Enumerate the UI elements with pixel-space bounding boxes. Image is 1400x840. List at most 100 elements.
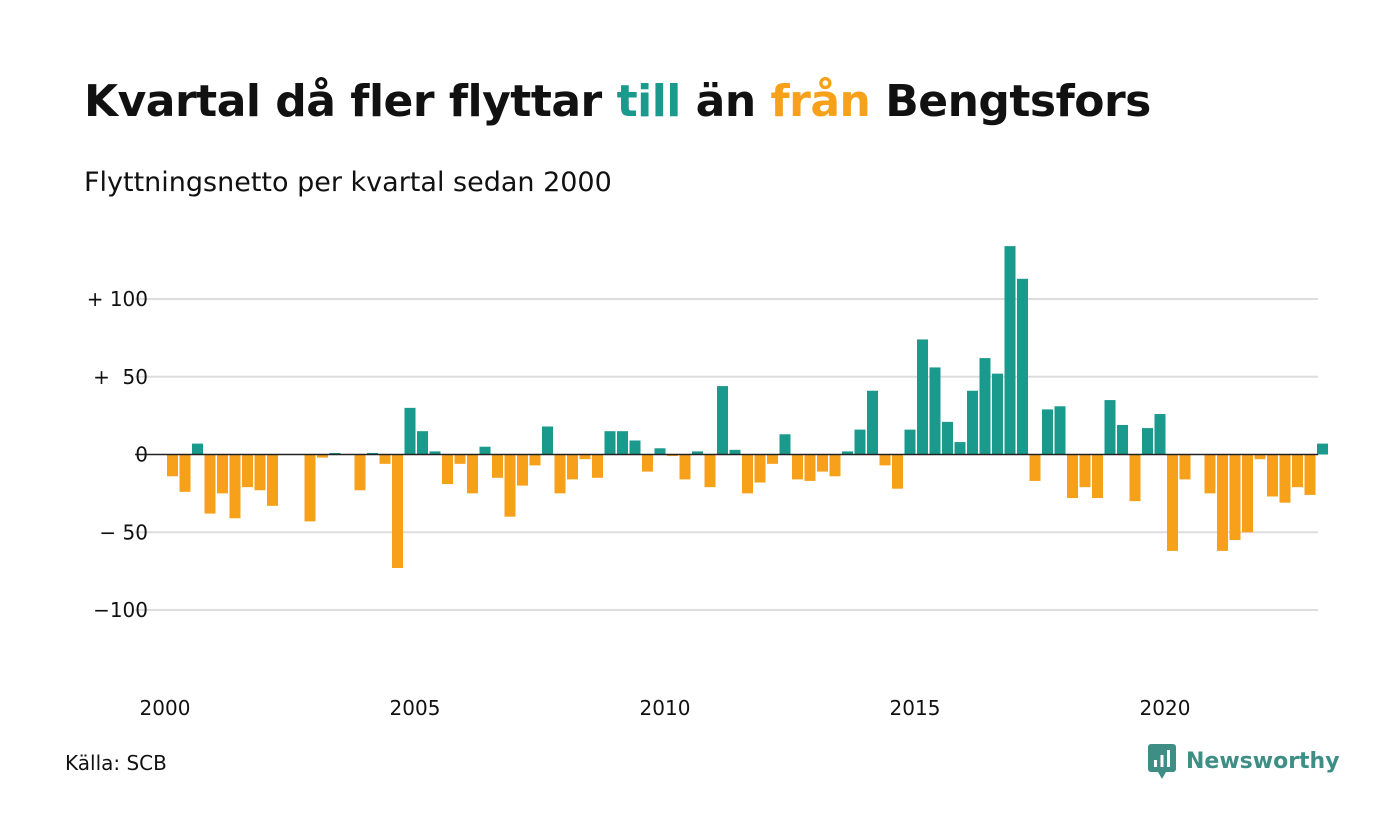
bar bbox=[492, 454, 503, 478]
bar bbox=[204, 454, 216, 514]
bar bbox=[917, 339, 928, 455]
bar bbox=[1129, 454, 1141, 502]
bar bbox=[329, 452, 341, 455]
brand-link[interactable]: Newsworthy bbox=[1148, 742, 1340, 782]
bar bbox=[504, 454, 516, 517]
bar bbox=[1317, 443, 1328, 455]
bar bbox=[179, 454, 191, 492]
bar bbox=[854, 429, 866, 455]
title-part-1: Kvartal då fler flyttar bbox=[84, 76, 617, 127]
bar bbox=[717, 386, 728, 455]
bar bbox=[1029, 454, 1041, 481]
bar bbox=[379, 454, 391, 464]
bar bbox=[467, 454, 478, 494]
bar bbox=[617, 431, 628, 455]
bar bbox=[779, 434, 791, 455]
bar bbox=[667, 454, 678, 457]
bar bbox=[517, 454, 528, 486]
bar bbox=[1204, 454, 1216, 494]
bar bbox=[754, 454, 766, 483]
bar bbox=[542, 426, 553, 455]
bar bbox=[967, 390, 978, 455]
bar bbox=[429, 451, 441, 455]
bar bbox=[217, 454, 228, 494]
bar bbox=[654, 448, 666, 455]
bar bbox=[1304, 454, 1316, 495]
bar bbox=[354, 454, 366, 491]
title-highlight-fran: från bbox=[770, 76, 871, 127]
source-note: Källa: SCB bbox=[65, 751, 167, 775]
bar bbox=[454, 454, 466, 464]
x-tick-label: 2005 bbox=[390, 696, 441, 720]
y-tick-labels: + 100 + 50 0 − 50 −100 bbox=[87, 287, 148, 622]
bar bbox=[392, 454, 403, 569]
y-tick-label: −100 bbox=[93, 598, 148, 622]
y-tick-label: + 50 bbox=[93, 365, 148, 389]
grid-lines bbox=[135, 298, 1318, 611]
bar bbox=[1017, 278, 1028, 455]
bar bbox=[1079, 454, 1091, 488]
bar bbox=[267, 454, 278, 506]
bar bbox=[1117, 424, 1128, 455]
bar bbox=[1217, 454, 1228, 551]
bar bbox=[1292, 454, 1303, 488]
bar bbox=[1254, 454, 1266, 460]
bar bbox=[892, 454, 903, 489]
x-tick-label: 2010 bbox=[640, 696, 691, 720]
bar bbox=[192, 443, 203, 455]
bar bbox=[554, 454, 566, 494]
bar bbox=[404, 407, 416, 455]
newsworthy-logo-icon bbox=[1148, 744, 1176, 779]
bar bbox=[167, 454, 178, 477]
bars bbox=[167, 246, 1328, 569]
bar bbox=[579, 454, 591, 460]
bar bbox=[742, 454, 753, 494]
bar bbox=[592, 454, 603, 478]
x-tick-label: 2000 bbox=[140, 696, 191, 720]
bar bbox=[604, 431, 616, 455]
bar bbox=[479, 446, 491, 455]
bar bbox=[1042, 409, 1053, 455]
bar bbox=[1054, 406, 1066, 455]
bar bbox=[1229, 454, 1241, 541]
chart-title: Kvartal då fler flyttar till än från Ben… bbox=[84, 70, 1151, 134]
title-part-5: Bengtsfors bbox=[870, 76, 1151, 127]
bar bbox=[1167, 454, 1178, 551]
bar bbox=[242, 454, 253, 488]
bar bbox=[1242, 454, 1253, 533]
bar bbox=[229, 454, 241, 519]
bar bbox=[767, 454, 778, 464]
bar bbox=[417, 431, 428, 455]
bar bbox=[1154, 414, 1166, 455]
bar bbox=[1004, 246, 1016, 455]
bar bbox=[1092, 454, 1103, 499]
chart-subtitle: Flyttningsnetto per kvartal sedan 2000 bbox=[84, 167, 612, 198]
bar bbox=[729, 449, 741, 455]
bar bbox=[842, 451, 853, 455]
bar bbox=[942, 421, 953, 455]
bar bbox=[704, 454, 716, 488]
bar bbox=[254, 454, 266, 491]
title-highlight-till: till bbox=[616, 76, 682, 127]
bar bbox=[804, 454, 816, 481]
x-tick-labels: 2000 2005 2010 2015 2020 bbox=[140, 696, 1191, 720]
bar bbox=[992, 373, 1003, 455]
x-tick-label: 2020 bbox=[1140, 696, 1191, 720]
bar bbox=[879, 454, 891, 466]
bar bbox=[954, 442, 966, 455]
bar bbox=[1067, 454, 1078, 499]
bar bbox=[867, 390, 878, 455]
brand-name: Newsworthy bbox=[1186, 749, 1340, 774]
bar bbox=[792, 454, 803, 480]
y-tick-label: + 100 bbox=[87, 287, 148, 311]
bar bbox=[829, 454, 841, 477]
bar bbox=[904, 429, 916, 455]
bar bbox=[1104, 400, 1116, 455]
bar bbox=[367, 452, 378, 455]
x-tick-label: 2015 bbox=[890, 696, 941, 720]
bar bbox=[1279, 454, 1291, 503]
bar bbox=[692, 451, 703, 455]
bar-chart: + 100 + 50 0 − 50 −100 2000 2005 2010 2015 2020 bbox=[87, 246, 1328, 720]
title-part-3: än bbox=[680, 76, 771, 127]
bar bbox=[567, 454, 578, 480]
